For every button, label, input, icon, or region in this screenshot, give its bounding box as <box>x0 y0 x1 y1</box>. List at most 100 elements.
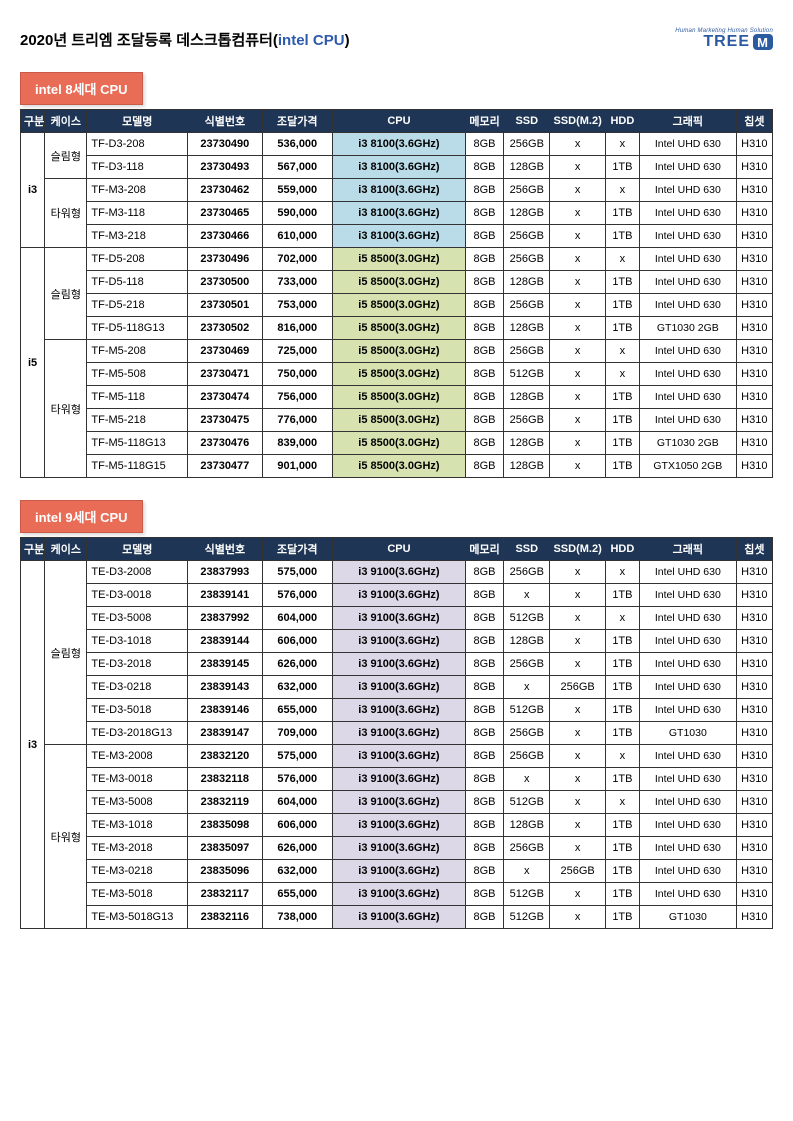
cell-price: 756,000 <box>262 386 332 409</box>
cell-id: 23839143 <box>188 676 262 699</box>
cell-id: 23835098 <box>188 814 262 837</box>
cell-case: 타워형 <box>45 340 87 478</box>
cell-price: 610,000 <box>262 225 332 248</box>
cell-chip: H310 <box>736 699 772 722</box>
cell-cpu: i3 9100(3.6GHz) <box>333 584 466 607</box>
cell-ssdm: x <box>550 409 605 432</box>
table-row: 타워형TF-M3-20823730462559,000i3 8100(3.6GH… <box>21 179 773 202</box>
cell-chip: H310 <box>736 607 772 630</box>
table-row: TE-M3-021823835096632,000i3 9100(3.6GHz)… <box>21 860 773 883</box>
table-row: TE-D3-001823839141576,000i3 9100(3.6GHz)… <box>21 584 773 607</box>
cell-cpu: i3 9100(3.6GHz) <box>333 699 466 722</box>
cell-price: 632,000 <box>262 676 332 699</box>
cell-price: 753,000 <box>262 294 332 317</box>
cell-ssd: 128GB <box>504 271 550 294</box>
cell-ssdm: x <box>550 607 605 630</box>
cell-ssdm: x <box>550 248 605 271</box>
cell-ssd: 128GB <box>504 386 550 409</box>
cell-ssdm: x <box>550 561 605 584</box>
cell-price: 536,000 <box>262 133 332 156</box>
cell-model: TE-D3-2018 <box>87 653 188 676</box>
cell-id: 23730462 <box>188 179 262 202</box>
cell-id: 23835096 <box>188 860 262 883</box>
th-ssdm: SSD(M.2) <box>550 538 605 561</box>
cell-ssd: 256GB <box>504 294 550 317</box>
cell-id: 23730477 <box>188 455 262 478</box>
cell-cpu: i5 8500(3.0GHz) <box>333 317 466 340</box>
cell-gpu: Intel UHD 630 <box>640 584 737 607</box>
cell-model: TF-M3-218 <box>87 225 188 248</box>
cell-id: 23839147 <box>188 722 262 745</box>
th-gpu: 그래픽 <box>640 538 737 561</box>
table-row: TE-D3-101823839144606,000i3 9100(3.6GHz)… <box>21 630 773 653</box>
cell-ssdm: x <box>550 837 605 860</box>
cell-ssd: x <box>504 584 550 607</box>
cell-ssd: 128GB <box>504 202 550 225</box>
cell-mem: 8GB <box>465 317 503 340</box>
cell-gpu: Intel UHD 630 <box>640 561 737 584</box>
table-row: TE-M3-501823832117655,000i3 9100(3.6GHz)… <box>21 883 773 906</box>
cell-chip: H310 <box>736 676 772 699</box>
table-row: TE-D3-2018G1323839147709,000i3 9100(3.6G… <box>21 722 773 745</box>
cell-ssd: 128GB <box>504 630 550 653</box>
cell-case: 타워형 <box>45 179 87 248</box>
cell-id: 23730501 <box>188 294 262 317</box>
cell-mem: 8GB <box>465 768 503 791</box>
th-chip: 칩셋 <box>736 538 772 561</box>
cell-price: 567,000 <box>262 156 332 179</box>
cell-price: 655,000 <box>262 883 332 906</box>
cell-ssd: 256GB <box>504 225 550 248</box>
cell-cpu: i3 8100(3.6GHz) <box>333 179 466 202</box>
cell-price: 606,000 <box>262 630 332 653</box>
cell-ssdm: x <box>550 814 605 837</box>
cell-model: TE-D3-2018G13 <box>87 722 188 745</box>
table-row: TE-M3-101823835098606,000i3 9100(3.6GHz)… <box>21 814 773 837</box>
cell-hdd: 1TB <box>605 409 639 432</box>
cell-ssd: 512GB <box>504 363 550 386</box>
cell-ssd: 512GB <box>504 906 550 929</box>
cell-ssd: 128GB <box>504 317 550 340</box>
table-row: TF-D3-11823730493567,000i3 8100(3.6GHz)8… <box>21 156 773 179</box>
cell-price: 575,000 <box>262 561 332 584</box>
cell-hdd: 1TB <box>605 225 639 248</box>
cell-model: TF-M5-508 <box>87 363 188 386</box>
cell-ssd: 256GB <box>504 745 550 768</box>
cell-cpu: i3 9100(3.6GHz) <box>333 837 466 860</box>
cell-chip: H310 <box>736 860 772 883</box>
cell-mem: 8GB <box>465 133 503 156</box>
cell-price: 901,000 <box>262 455 332 478</box>
cell-model: TF-D5-208 <box>87 248 188 271</box>
cell-model: TE-D3-5018 <box>87 699 188 722</box>
logo-main: TREE M <box>675 34 773 50</box>
cell-ssdm: x <box>550 722 605 745</box>
cell-model: TE-M3-5008 <box>87 791 188 814</box>
cell-case: 슬림형 <box>45 248 87 340</box>
cell-ssd: 256GB <box>504 409 550 432</box>
cell-model: TF-D5-118 <box>87 271 188 294</box>
cell-gpu: Intel UHD 630 <box>640 653 737 676</box>
cell-ssdm: x <box>550 133 605 156</box>
cell-ssdm: x <box>550 699 605 722</box>
cell-price: 576,000 <box>262 584 332 607</box>
cell-group: i5 <box>21 248 45 478</box>
cell-cpu: i3 9100(3.6GHz) <box>333 607 466 630</box>
cell-gpu: Intel UHD 630 <box>640 248 737 271</box>
cell-hdd: 1TB <box>605 906 639 929</box>
cell-hdd: 1TB <box>605 432 639 455</box>
cell-ssdm: x <box>550 156 605 179</box>
cell-ssdm: x <box>550 883 605 906</box>
cell-cpu: i5 8500(3.0GHz) <box>333 363 466 386</box>
cell-hdd: 1TB <box>605 883 639 906</box>
cell-price: 750,000 <box>262 363 332 386</box>
cell-mem: 8GB <box>465 202 503 225</box>
cell-cpu: i3 9100(3.6GHz) <box>333 722 466 745</box>
th-gb: 구분 <box>21 538 45 561</box>
cell-ssdm: x <box>550 791 605 814</box>
cell-id: 23730474 <box>188 386 262 409</box>
cell-cpu: i3 9100(3.6GHz) <box>333 860 466 883</box>
cell-ssdm: x <box>550 768 605 791</box>
table-row: TE-M3-201823835097626,000i3 9100(3.6GHz)… <box>21 837 773 860</box>
cell-ssd: 256GB <box>504 653 550 676</box>
cell-ssdm: x <box>550 584 605 607</box>
table-row: i5슬림형TF-D5-20823730496702,000i5 8500(3.0… <box>21 248 773 271</box>
